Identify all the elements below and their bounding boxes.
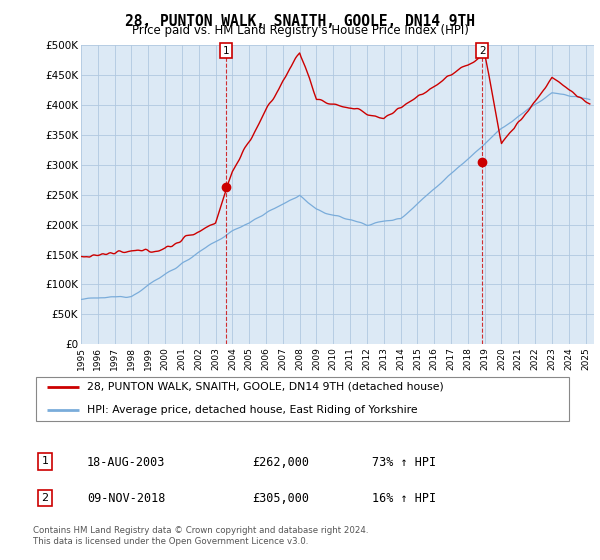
Text: £305,000: £305,000	[252, 492, 309, 505]
Text: 2: 2	[41, 493, 49, 503]
Text: Price paid vs. HM Land Registry's House Price Index (HPI): Price paid vs. HM Land Registry's House …	[131, 24, 469, 37]
Text: 73% ↑ HPI: 73% ↑ HPI	[372, 455, 436, 469]
Text: This data is licensed under the Open Government Licence v3.0.: This data is licensed under the Open Gov…	[33, 538, 308, 547]
Text: 16% ↑ HPI: 16% ↑ HPI	[372, 492, 436, 505]
Text: Contains HM Land Registry data © Crown copyright and database right 2024.: Contains HM Land Registry data © Crown c…	[33, 526, 368, 535]
Text: 09-NOV-2018: 09-NOV-2018	[87, 492, 166, 505]
FancyBboxPatch shape	[36, 377, 569, 421]
Text: 2: 2	[479, 46, 485, 56]
Text: 28, PUNTON WALK, SNAITH, GOOLE, DN14 9TH: 28, PUNTON WALK, SNAITH, GOOLE, DN14 9TH	[125, 14, 475, 29]
Text: £262,000: £262,000	[252, 455, 309, 469]
Text: HPI: Average price, detached house, East Riding of Yorkshire: HPI: Average price, detached house, East…	[87, 405, 418, 416]
Text: 18-AUG-2003: 18-AUG-2003	[87, 455, 166, 469]
Text: 1: 1	[41, 456, 49, 466]
Text: 28, PUNTON WALK, SNAITH, GOOLE, DN14 9TH (detached house): 28, PUNTON WALK, SNAITH, GOOLE, DN14 9TH…	[87, 381, 444, 391]
Text: 1: 1	[223, 46, 229, 56]
